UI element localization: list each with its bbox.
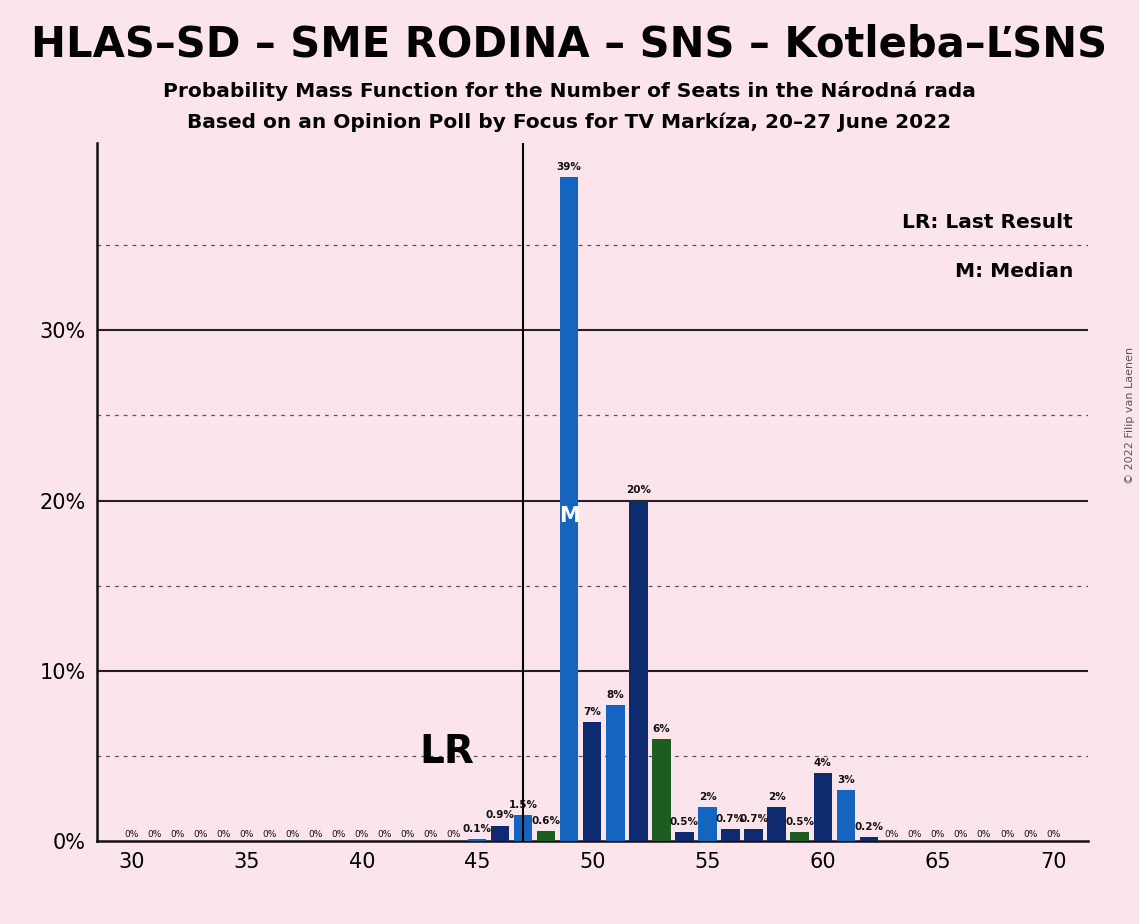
Text: 0%: 0% [885,830,899,839]
Bar [653,739,671,841]
Text: 0%: 0% [354,830,369,839]
Text: 0%: 0% [147,830,162,839]
Text: 0%: 0% [931,830,945,839]
Text: 0%: 0% [1000,830,1014,839]
Text: 0%: 0% [446,830,461,839]
Text: 20%: 20% [625,485,650,495]
Text: 0.1%: 0.1% [462,824,492,834]
Text: 0.7%: 0.7% [716,814,745,824]
Bar [514,815,532,841]
Text: 0%: 0% [401,830,415,839]
Text: 0%: 0% [124,830,139,839]
Bar [813,772,831,841]
Text: 8%: 8% [606,689,624,699]
Text: 0%: 0% [424,830,439,839]
Text: 0.6%: 0.6% [532,816,560,825]
Text: 39%: 39% [557,162,582,172]
Text: 0.5%: 0.5% [670,817,699,827]
Text: 0%: 0% [286,830,300,839]
Text: 2%: 2% [768,792,786,802]
Text: Probability Mass Function for the Number of Seats in the Národná rada: Probability Mass Function for the Number… [163,81,976,102]
Bar [721,829,739,841]
Bar [583,722,601,841]
Text: 0.9%: 0.9% [485,810,515,821]
Text: 0.7%: 0.7% [739,814,768,824]
Bar [606,705,624,841]
Bar [860,837,878,841]
Bar [790,833,809,841]
Text: 0%: 0% [908,830,923,839]
Text: © 2022 Filip van Laenen: © 2022 Filip van Laenen [1125,347,1134,484]
Bar [560,177,579,841]
Bar [468,839,486,841]
Text: 0%: 0% [1023,830,1038,839]
Text: 0%: 0% [171,830,185,839]
Bar [745,829,763,841]
Text: 4%: 4% [813,758,831,768]
Text: 0%: 0% [1046,830,1060,839]
Text: 0%: 0% [953,830,968,839]
Bar [629,501,648,841]
Bar [836,790,855,841]
Text: 0%: 0% [216,830,231,839]
Text: LR: Last Result: LR: Last Result [902,213,1073,232]
Text: 1.5%: 1.5% [509,800,538,810]
Text: 0%: 0% [239,830,254,839]
Bar [768,807,786,841]
Text: 0%: 0% [262,830,277,839]
Text: 0.2%: 0.2% [854,822,884,833]
Text: 0%: 0% [194,830,207,839]
Text: Based on an Opinion Poll by Focus for TV Markíza, 20–27 June 2022: Based on an Opinion Poll by Focus for TV… [188,113,951,132]
Text: LR: LR [419,734,474,772]
Text: 0%: 0% [309,830,323,839]
Text: M: Median: M: Median [954,261,1073,281]
Bar [491,825,509,841]
Text: 6%: 6% [653,723,670,734]
Text: 0.5%: 0.5% [785,817,814,827]
Text: 2%: 2% [698,792,716,802]
Text: M: M [559,505,580,526]
Text: 0%: 0% [977,830,991,839]
Text: 0%: 0% [331,830,346,839]
Bar [536,831,556,841]
Bar [675,833,694,841]
Text: 3%: 3% [837,774,854,784]
Text: 0%: 0% [378,830,392,839]
Bar [698,807,716,841]
Text: HLAS–SD – SME RODINA – SNS – Kotleba–ĽSNS: HLAS–SD – SME RODINA – SNS – Kotleba–ĽSN… [32,23,1107,65]
Text: 7%: 7% [583,707,601,717]
